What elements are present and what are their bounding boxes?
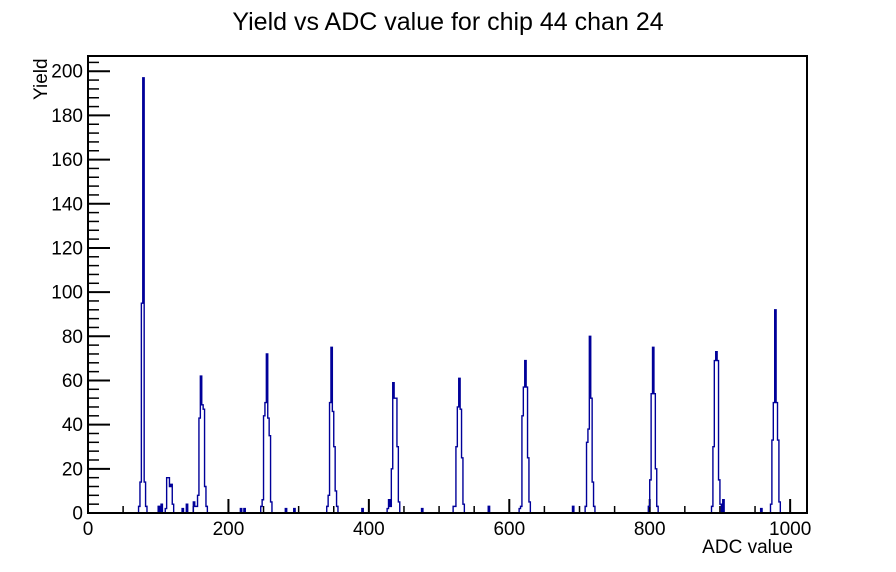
- x-tick-label: 600: [493, 519, 525, 540]
- y-tick-label: 180: [51, 106, 83, 127]
- y-tick-label: 20: [62, 459, 83, 480]
- y-tick-label: 160: [51, 150, 83, 171]
- y-axis-tick-labels: 0 20 40 60 80 100 120 140 160 180 200: [51, 62, 83, 525]
- x-tick-label: 400: [353, 519, 385, 540]
- histogram-line: [88, 77, 807, 514]
- y-tick-label: 60: [62, 371, 83, 392]
- y-tick-label: 0: [72, 504, 83, 525]
- y-tick-label: 200: [51, 62, 83, 83]
- y-tick-label: 100: [51, 283, 83, 304]
- y-tick-label: 120: [51, 238, 83, 259]
- x-tick-label: 200: [213, 519, 245, 540]
- x-tick-label: 1000: [769, 519, 811, 540]
- x-tick-label: 800: [634, 519, 666, 540]
- x-axis-tick-labels: 0 200 400 600 800 1000: [83, 519, 812, 540]
- x-tick-label: 0: [83, 519, 94, 540]
- y-tick-label: 140: [51, 194, 83, 215]
- y-tick-label: 40: [62, 415, 83, 436]
- chart-title: Yield vs ADC value for chip 44 chan 24: [232, 8, 664, 36]
- y-axis-ticks: [88, 61, 110, 514]
- plot-frame: [87, 55, 808, 514]
- y-tick-label: 80: [62, 327, 83, 348]
- x-axis-title: ADC value: [702, 537, 793, 558]
